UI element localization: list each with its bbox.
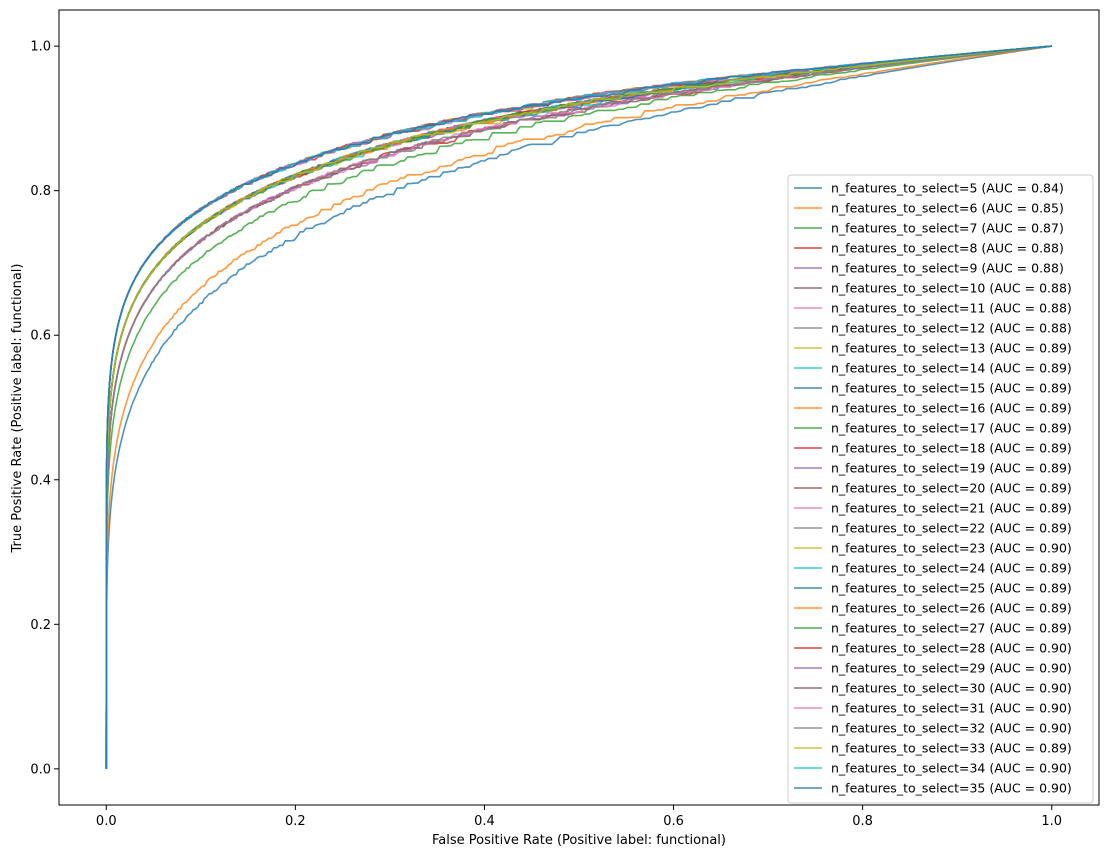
legend-entry-label: n_features_to_select=33 (AUC = 0.89): [831, 741, 1072, 756]
legend-entry-label: n_features_to_select=23 (AUC = 0.90): [831, 541, 1072, 556]
legend-entry-label: n_features_to_select=6 (AUC = 0.85): [831, 201, 1064, 216]
legend-entry-label: n_features_to_select=12 (AUC = 0.88): [831, 321, 1072, 336]
legend-entry-label: n_features_to_select=29 (AUC = 0.90): [831, 661, 1072, 676]
legend-entry-label: n_features_to_select=25 (AUC = 0.89): [831, 581, 1072, 596]
x-tick-label: 1.0: [1041, 814, 1062, 829]
legend-entry-label: n_features_to_select=9 (AUC = 0.88): [831, 261, 1064, 276]
x-tick-label: 0.0: [96, 814, 117, 829]
legend-entry-label: n_features_to_select=16 (AUC = 0.89): [831, 401, 1072, 416]
legend-entry-label: n_features_to_select=30 (AUC = 0.90): [831, 681, 1072, 696]
y-tick-label: 0.6: [30, 329, 51, 344]
y-tick-label: 0.4: [30, 473, 51, 488]
legend-entry-label: n_features_to_select=20 (AUC = 0.89): [831, 481, 1072, 496]
y-tick-label: 0.2: [30, 618, 51, 633]
legend-entry-label: n_features_to_select=34 (AUC = 0.90): [831, 761, 1072, 776]
legend-entry-label: n_features_to_select=19 (AUC = 0.89): [831, 461, 1072, 476]
legend-entry-label: n_features_to_select=8 (AUC = 0.88): [831, 241, 1064, 256]
legend-entry-label: n_features_to_select=18 (AUC = 0.89): [831, 441, 1072, 456]
x-tick-label: 0.6: [663, 814, 684, 829]
x-axis-label: False Positive Rate (Positive label: fun…: [432, 833, 726, 848]
x-tick-label: 0.8: [852, 814, 873, 829]
legend-entry-label: n_features_to_select=7 (AUC = 0.87): [831, 221, 1064, 236]
y-axis-label: True Positive Rate (Positive label: func…: [10, 264, 25, 554]
legend-entry-label: n_features_to_select=5 (AUC = 0.84): [831, 181, 1064, 196]
legend-entry-label: n_features_to_select=28 (AUC = 0.90): [831, 641, 1072, 656]
y-tick-label: 0.8: [30, 184, 51, 199]
legend-entry-label: n_features_to_select=27 (AUC = 0.89): [831, 621, 1072, 636]
legend-entry-label: n_features_to_select=10 (AUC = 0.88): [831, 281, 1072, 296]
legend-entry-label: n_features_to_select=26 (AUC = 0.89): [831, 601, 1072, 616]
legend-entry-label: n_features_to_select=35 (AUC = 0.90): [831, 781, 1072, 796]
y-tick-label: 1.0: [30, 40, 51, 55]
legend-entry-label: n_features_to_select=17 (AUC = 0.89): [831, 421, 1072, 436]
x-tick-label: 0.2: [285, 814, 306, 829]
legend-entry-label: n_features_to_select=15 (AUC = 0.89): [831, 381, 1072, 396]
legend-entry-label: n_features_to_select=31 (AUC = 0.90): [831, 701, 1072, 716]
legend-entry-label: n_features_to_select=13 (AUC = 0.89): [831, 341, 1072, 356]
legend-entry-label: n_features_to_select=11 (AUC = 0.88): [831, 301, 1072, 316]
legend-entry-label: n_features_to_select=32 (AUC = 0.90): [831, 721, 1072, 736]
x-tick-label: 0.4: [474, 814, 495, 829]
legend-entry-label: n_features_to_select=22 (AUC = 0.89): [831, 521, 1072, 536]
legend-entry-label: n_features_to_select=14 (AUC = 0.89): [831, 361, 1072, 376]
y-tick-label: 0.0: [30, 762, 51, 777]
legend: n_features_to_select=5 (AUC = 0.84) n_fea…: [788, 175, 1093, 803]
legend-entry-label: n_features_to_select=24 (AUC = 0.89): [831, 561, 1072, 576]
legend-entry-label: n_features_to_select=21 (AUC = 0.89): [831, 501, 1072, 516]
